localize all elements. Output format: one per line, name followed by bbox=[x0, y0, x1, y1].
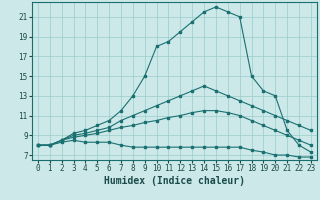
X-axis label: Humidex (Indice chaleur): Humidex (Indice chaleur) bbox=[104, 176, 245, 186]
